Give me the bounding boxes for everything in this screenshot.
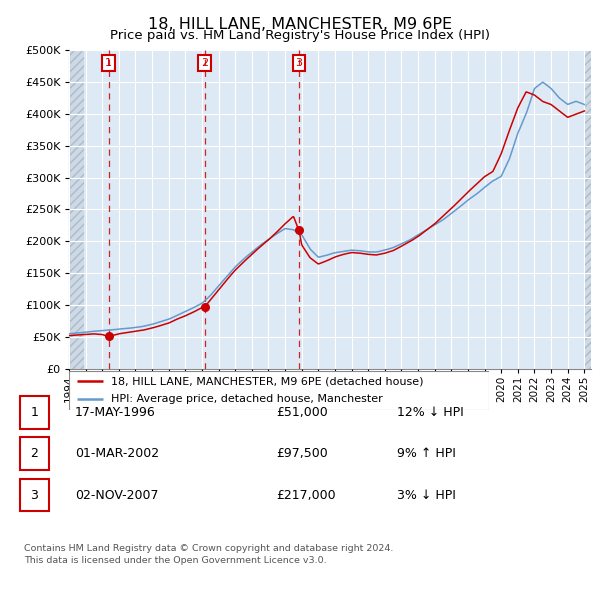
Text: 18, HILL LANE, MANCHESTER, M9 6PE: 18, HILL LANE, MANCHESTER, M9 6PE [148,17,452,31]
FancyBboxPatch shape [20,396,49,429]
Text: 3% ↓ HPI: 3% ↓ HPI [397,489,456,502]
Bar [584,50,591,369]
Text: Price paid vs. HM Land Registry's House Price Index (HPI): Price paid vs. HM Land Registry's House … [110,30,490,42]
Text: 3: 3 [296,58,302,68]
Text: 01-MAR-2002: 01-MAR-2002 [75,447,159,460]
Text: 17-MAY-1996: 17-MAY-1996 [75,406,156,419]
Text: £51,000: £51,000 [276,406,328,419]
FancyBboxPatch shape [20,478,49,512]
Text: 3: 3 [31,489,38,502]
Text: 1: 1 [105,58,112,68]
Bar [584,50,591,369]
FancyBboxPatch shape [69,371,489,410]
Text: 2: 2 [31,447,38,460]
Text: 9% ↑ HPI: 9% ↑ HPI [397,447,456,460]
Text: Contains HM Land Registry data © Crown copyright and database right 2024.
This d: Contains HM Land Registry data © Crown c… [24,544,394,565]
Text: 1: 1 [31,406,38,419]
Text: £97,500: £97,500 [276,447,328,460]
Text: HPI: Average price, detached house, Manchester: HPI: Average price, detached house, Manc… [111,394,383,404]
Text: 02-NOV-2007: 02-NOV-2007 [75,489,158,502]
Text: 2: 2 [201,58,208,68]
Text: 18, HILL LANE, MANCHESTER, M9 6PE (detached house): 18, HILL LANE, MANCHESTER, M9 6PE (detac… [111,376,424,386]
Text: 12% ↓ HPI: 12% ↓ HPI [397,406,464,419]
Text: £217,000: £217,000 [276,489,335,502]
Bar [69,50,84,369]
Bar [69,50,84,369]
FancyBboxPatch shape [20,437,49,470]
